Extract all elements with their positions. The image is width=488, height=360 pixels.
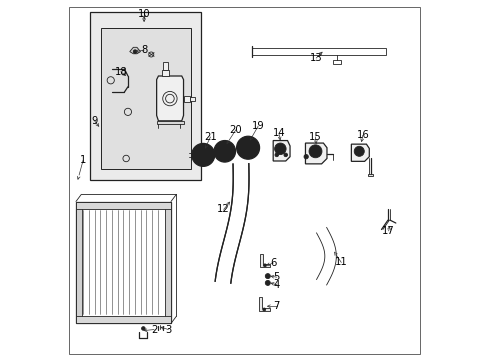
Circle shape <box>142 327 145 330</box>
Bar <box>367 174 372 176</box>
Text: 15: 15 <box>308 132 321 142</box>
Polygon shape <box>351 144 368 161</box>
Bar <box>332 59 341 64</box>
Bar <box>76 202 171 323</box>
Circle shape <box>241 141 254 154</box>
Bar <box>164 202 171 323</box>
Circle shape <box>214 140 235 162</box>
Text: 19: 19 <box>251 121 264 131</box>
Polygon shape <box>258 297 269 311</box>
Text: 2: 2 <box>151 325 157 334</box>
Bar <box>163 62 167 69</box>
Bar <box>101 28 190 169</box>
Bar <box>162 69 169 76</box>
Text: 6: 6 <box>269 258 276 268</box>
Text: 9: 9 <box>91 116 98 126</box>
Text: 8: 8 <box>141 45 147 55</box>
Circle shape <box>265 274 270 279</box>
Circle shape <box>356 149 361 154</box>
Text: 17: 17 <box>382 226 394 236</box>
Circle shape <box>312 148 318 154</box>
Polygon shape <box>260 254 269 267</box>
Polygon shape <box>305 143 326 164</box>
Circle shape <box>196 148 209 161</box>
Bar <box>76 202 82 323</box>
Polygon shape <box>129 47 140 54</box>
Circle shape <box>308 145 321 158</box>
Circle shape <box>304 154 308 159</box>
Text: 5: 5 <box>273 272 280 282</box>
Circle shape <box>263 264 266 267</box>
Text: 21: 21 <box>203 132 216 142</box>
Polygon shape <box>156 121 183 125</box>
Text: 10: 10 <box>138 9 150 19</box>
Text: 7: 7 <box>273 301 280 311</box>
Circle shape <box>236 136 259 159</box>
Text: 20: 20 <box>229 125 242 135</box>
Circle shape <box>274 143 285 154</box>
Bar <box>76 202 171 210</box>
Polygon shape <box>273 140 289 161</box>
Circle shape <box>133 50 137 53</box>
Text: 4: 4 <box>273 280 279 290</box>
Circle shape <box>284 153 287 157</box>
Text: 16: 16 <box>356 130 368 140</box>
Bar <box>76 316 171 323</box>
Text: 12: 12 <box>217 204 230 215</box>
Text: 18: 18 <box>114 67 127 77</box>
Circle shape <box>266 275 268 277</box>
Text: 3: 3 <box>165 325 171 334</box>
Text: 14: 14 <box>272 129 285 138</box>
Bar <box>190 97 195 101</box>
Polygon shape <box>215 164 248 283</box>
Circle shape <box>266 282 268 284</box>
Circle shape <box>277 146 283 152</box>
Circle shape <box>353 146 364 156</box>
Text: 11: 11 <box>334 257 347 267</box>
Circle shape <box>262 308 265 311</box>
Text: 13: 13 <box>309 53 322 63</box>
Polygon shape <box>156 76 183 121</box>
Circle shape <box>265 280 270 285</box>
Bar <box>183 96 190 102</box>
Circle shape <box>219 145 230 157</box>
Bar <box>89 12 201 180</box>
Bar <box>251 48 386 55</box>
Text: 1: 1 <box>80 155 86 165</box>
Circle shape <box>191 143 214 166</box>
Polygon shape <box>316 228 336 285</box>
Circle shape <box>274 153 278 157</box>
